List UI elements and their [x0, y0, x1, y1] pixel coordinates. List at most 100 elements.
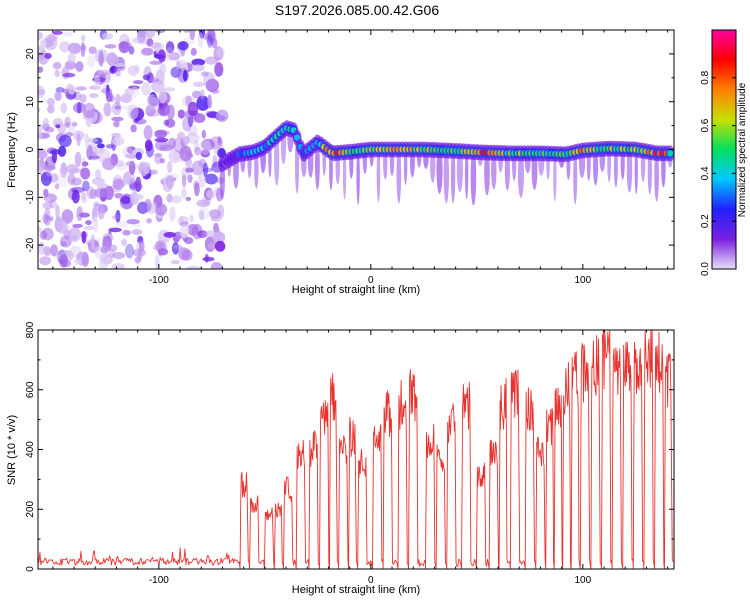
snr-series-line: [38, 330, 674, 569]
spectrogram-noise-blob: [38, 159, 45, 172]
spectrogram-noise-blob: [67, 52, 76, 64]
spectrogram-noise-blob: [187, 101, 199, 117]
figure-title: S197.2026.085.00.42.G06: [275, 2, 439, 18]
spectrogram-noise-blob: [40, 171, 52, 186]
spectrogram-x-axis-label: Height of straight line (km): [292, 284, 420, 296]
spectrogram-noise-blob: [177, 41, 189, 51]
y-tick-label: -10: [25, 190, 36, 205]
spectrogram-noise-blob: [59, 41, 71, 53]
spectrogram-noise-blob: [83, 225, 96, 231]
spectrogram-noise-blob: [85, 220, 92, 226]
spectrogram-noise-blob: [96, 143, 105, 149]
spectrogram-noise-blob: [39, 256, 51, 266]
spectrogram-noise-blob: [213, 222, 219, 234]
spectrogram-noise-blob: [94, 188, 106, 198]
spectrogram-noise-blob: [179, 145, 192, 162]
colorbar-tick-label: 0.8: [700, 70, 711, 84]
spectrogram-noise-blob: [59, 235, 72, 248]
spectrogram-noise-blob: [38, 66, 44, 73]
x-tick-label: 100: [574, 575, 591, 586]
spectrogram-noise-blob: [54, 91, 62, 101]
spectrogram-noise-blob: [68, 85, 76, 96]
spectrogram-noise-blob: [102, 84, 107, 96]
spectrogram-noise-blob: [109, 244, 118, 252]
spectrogram-noise-blob: [200, 149, 211, 158]
y-tick-label: 600: [25, 381, 36, 398]
spectrogram-noise-blob: [41, 213, 50, 224]
spectrogram-noise-blob: [134, 64, 140, 73]
spectrogram-noise-blob: [112, 136, 125, 146]
spectrogram-noise-blob: [87, 138, 98, 143]
spectrogram-noise-blob: [163, 231, 176, 238]
spectrogram-noise-blob: [185, 167, 194, 173]
spectrogram-noise-blob: [205, 78, 220, 93]
spectrogram-noise-blob: [100, 245, 110, 254]
spectrogram-noise-blob: [44, 126, 55, 133]
y-tick-label: 800: [25, 321, 36, 338]
spectrogram-noise-blob: [108, 227, 122, 233]
spectrogram-noise-blob: [169, 206, 176, 222]
spectrogram-noise-blob: [80, 167, 91, 180]
spectrogram-noise-blob: [204, 236, 216, 252]
spectrogram-noise-blob: [122, 172, 132, 184]
spectrogram-streak: [654, 149, 659, 202]
spectrogram-noise-blob: [118, 41, 132, 49]
spectrogram-noise-blob: [38, 31, 44, 40]
spectrogram-noise-blob: [193, 113, 206, 124]
spectrogram-noise-blob: [181, 249, 193, 261]
spectrogram-noise-blob: [68, 88, 76, 94]
spectrogram-noise-blob: [88, 46, 97, 55]
spectrogram-noise-blob: [187, 174, 193, 183]
snr-frame: [37, 329, 675, 570]
spectrogram-noise-blob: [132, 182, 143, 191]
spectrogram-noise-blob: [96, 183, 109, 189]
spectrogram-noise-blob: [118, 41, 130, 54]
spectrogram-noise-blob: [111, 214, 121, 220]
spectrogram-noise-blob: [64, 116, 71, 129]
spectrogram-noise-blob: [197, 32, 204, 48]
spectrogram-noise-blob: [63, 31, 73, 37]
spectrogram-noise-blob: [216, 47, 226, 58]
spectrogram-noise-blob: [208, 209, 221, 219]
spectrogram-noise-blob: [132, 80, 144, 85]
spectrogram-noise-blob: [80, 44, 87, 51]
spectrogram-noise-blob: [54, 69, 60, 78]
colorbar-tick-label: 0.6: [700, 118, 711, 132]
spectrogram-noise-blob: [201, 129, 207, 139]
spectrogram-noise-blob: [158, 90, 168, 104]
spectrogram-noise-blob: [38, 124, 43, 140]
spectrogram-streak: [342, 148, 347, 200]
spectrogram-streak: [470, 147, 477, 206]
spectrogram-noise-blob: [177, 131, 185, 140]
colorbar-tick-label: 0.2: [700, 214, 711, 228]
snr-axes: -100 0 100 0 200 400 600 800: [25, 321, 674, 586]
spectrogram-frame: [37, 29, 675, 270]
spectrogram-noise-blob: [41, 227, 54, 241]
spectrogram-noise-blob: [165, 41, 175, 54]
spectrogram-noise-blob: [165, 118, 176, 128]
spectrogram-noise-blob: [38, 108, 41, 113]
spectrogram-noise-blob: [170, 259, 180, 265]
colorbar-label: Normalized spectral amplitude: [737, 82, 748, 217]
y-tick-label: -20: [25, 237, 36, 252]
spectrogram-noise-blob: [43, 215, 51, 226]
spectrogram-noise-blob: [97, 148, 111, 163]
spectrogram-noise-blob: [97, 205, 105, 220]
spectrogram-noise-blob: [121, 238, 127, 246]
spectrogram-noise-blob: [101, 32, 114, 40]
spectrogram-noise-blob: [146, 72, 154, 84]
spectrogram-noise-blob: [213, 46, 224, 61]
spectrogram-noise-blob: [157, 248, 169, 256]
colorbar-gradient: [711, 29, 737, 270]
spectrogram-noise-blob: [86, 186, 96, 199]
spectrogram-noise-blob: [52, 117, 63, 128]
spectrogram-noise-blob: [127, 65, 140, 76]
y-tick-label: 20: [25, 48, 36, 60]
spectrogram-noise-blob: [59, 254, 68, 268]
spectrogram-noise-blob: [149, 60, 163, 65]
spectrogram-streak: [376, 145, 381, 203]
spectrogram-noise-blob: [191, 64, 205, 72]
spectrogram-noise-blob: [196, 199, 210, 208]
spectrogram-noise-blob: [111, 116, 124, 122]
spectrogram-noise-blob: [74, 151, 82, 167]
